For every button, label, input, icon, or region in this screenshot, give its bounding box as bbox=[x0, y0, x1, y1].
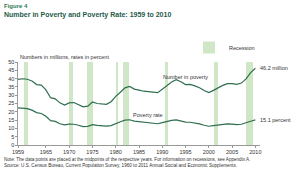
svg-text:1965: 1965 bbox=[40, 149, 52, 155]
svg-text:45: 45 bbox=[8, 67, 14, 73]
svg-text:40: 40 bbox=[8, 76, 14, 82]
svg-text:2000: 2000 bbox=[203, 149, 215, 155]
html-text:Note: The data points are plac: Note: The data points are placed at the … bbox=[4, 157, 251, 162]
svg-text:1980: 1980 bbox=[110, 149, 122, 155]
svg-text:15.1 percent: 15.1 percent bbox=[260, 117, 291, 123]
html-text:Figure 4: Figure 4 bbox=[4, 3, 28, 9]
svg-text:30: 30 bbox=[8, 92, 14, 98]
svg-text:15: 15 bbox=[8, 117, 14, 123]
svg-text:10: 10 bbox=[8, 125, 14, 131]
svg-text:1975: 1975 bbox=[86, 149, 98, 155]
svg-text:2010: 2010 bbox=[249, 149, 261, 155]
svg-text:1959: 1959 bbox=[12, 149, 24, 155]
svg-text:25: 25 bbox=[8, 100, 14, 106]
svg-text:1995: 1995 bbox=[179, 149, 191, 155]
svg-text:0: 0 bbox=[11, 142, 14, 148]
svg-text:1985: 1985 bbox=[133, 149, 145, 155]
svg-text:50: 50 bbox=[8, 59, 14, 65]
svg-text:2005: 2005 bbox=[226, 149, 238, 155]
svg-text:Recession: Recession bbox=[229, 45, 255, 51]
svg-text:46.2 million: 46.2 million bbox=[260, 65, 288, 71]
html-text:Source: U.S. Census Bureau, Cu: Source: U.S. Census Bureau, Current Popu… bbox=[4, 162, 237, 168]
html-text:Number in Poverty and Poverty: Number in Poverty and Poverty Rate: 1959… bbox=[4, 11, 172, 18]
svg-text:35: 35 bbox=[8, 84, 14, 90]
svg-text:Numbers in millions, rates in: Numbers in millions, rates in percent bbox=[20, 54, 109, 60]
svg-text:5: 5 bbox=[11, 134, 14, 140]
svg-text:Poverty rate: Poverty rate bbox=[133, 112, 163, 118]
svg-text:1970: 1970 bbox=[63, 149, 75, 155]
svg-text:20: 20 bbox=[8, 109, 14, 115]
svg-text:1990: 1990 bbox=[156, 149, 168, 155]
svg-text:Number in poverty: Number in poverty bbox=[163, 74, 208, 80]
